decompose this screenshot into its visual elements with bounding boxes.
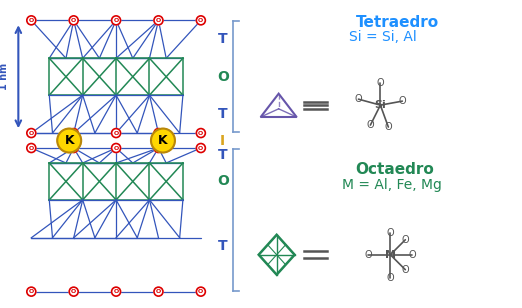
Text: O: O <box>217 174 229 188</box>
Text: I: I <box>220 134 226 148</box>
Text: O: O <box>113 131 118 136</box>
Text: Si = Si, Al: Si = Si, Al <box>349 30 417 44</box>
Circle shape <box>27 128 36 138</box>
Circle shape <box>196 144 205 152</box>
Text: O: O <box>198 131 204 136</box>
Circle shape <box>69 287 78 296</box>
Text: O: O <box>113 289 118 294</box>
Text: O: O <box>113 145 118 151</box>
Text: O: O <box>198 289 204 294</box>
Text: K: K <box>64 134 74 147</box>
Circle shape <box>112 128 121 138</box>
Text: T: T <box>218 148 228 163</box>
Text: O: O <box>198 18 204 23</box>
Text: O: O <box>29 289 34 294</box>
Circle shape <box>196 16 205 25</box>
Text: O: O <box>217 70 229 84</box>
Text: T: T <box>218 107 228 121</box>
Text: O: O <box>156 289 161 294</box>
Text: O: O <box>385 122 392 132</box>
Text: Si: Si <box>374 100 386 110</box>
Text: O: O <box>366 120 374 130</box>
Text: O: O <box>198 145 204 151</box>
Text: O: O <box>386 273 394 283</box>
Circle shape <box>154 144 163 152</box>
Circle shape <box>154 16 163 25</box>
Text: O: O <box>401 235 409 245</box>
Text: O: O <box>156 145 161 151</box>
Circle shape <box>154 287 163 296</box>
Text: O: O <box>376 78 384 88</box>
Text: O: O <box>71 289 76 294</box>
Circle shape <box>112 287 121 296</box>
Text: O: O <box>29 18 34 23</box>
Text: O: O <box>401 265 409 275</box>
Circle shape <box>69 16 78 25</box>
Text: O: O <box>354 94 362 104</box>
Circle shape <box>196 287 205 296</box>
Text: O: O <box>71 145 76 151</box>
Text: Tetraedro: Tetraedro <box>355 15 438 30</box>
Circle shape <box>27 144 36 152</box>
Text: O: O <box>29 145 34 151</box>
Text: T: T <box>218 32 228 46</box>
Circle shape <box>112 144 121 152</box>
Text: T: T <box>218 239 228 253</box>
Circle shape <box>69 144 78 152</box>
Circle shape <box>57 128 81 152</box>
Text: O: O <box>156 131 161 136</box>
Circle shape <box>69 128 78 138</box>
Circle shape <box>196 128 205 138</box>
Text: M: M <box>385 250 396 260</box>
Text: M = Al, Fe, Mg: M = Al, Fe, Mg <box>342 178 442 192</box>
Circle shape <box>154 128 163 138</box>
Text: O: O <box>71 18 76 23</box>
Circle shape <box>151 128 175 152</box>
Text: O: O <box>364 250 372 260</box>
Circle shape <box>27 287 36 296</box>
Text: O: O <box>398 96 406 106</box>
Text: O: O <box>71 131 76 136</box>
Text: O: O <box>113 18 118 23</box>
Text: O: O <box>409 250 416 260</box>
Text: 1 nm: 1 nm <box>0 63 9 90</box>
Circle shape <box>112 16 121 25</box>
Circle shape <box>27 16 36 25</box>
Text: O: O <box>156 18 161 23</box>
Text: K: K <box>158 134 168 147</box>
Text: O: O <box>386 228 394 238</box>
Text: Octaedro: Octaedro <box>355 162 434 177</box>
Text: O: O <box>29 131 34 136</box>
